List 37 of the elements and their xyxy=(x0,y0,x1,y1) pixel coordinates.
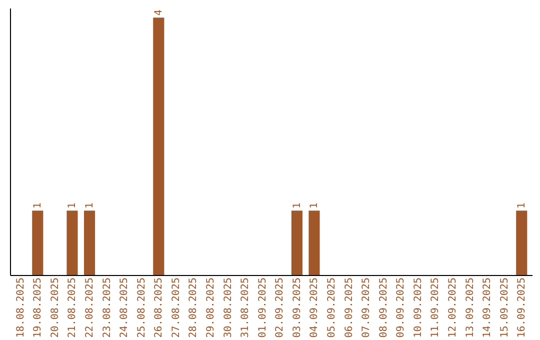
data-label: 1 xyxy=(292,202,303,209)
x-tick-label: 27.08.2025 xyxy=(170,278,182,338)
x-tick-label: 04.09.2025 xyxy=(309,278,320,338)
x-tick-label: 30.08.2025 xyxy=(222,278,234,338)
x-tick-label: 18.08.2025 xyxy=(15,278,26,338)
data-label: 1 xyxy=(84,202,96,209)
x-tick-label: 12.09.2025 xyxy=(447,278,458,338)
x-tick-label: 10.09.2025 xyxy=(412,278,424,338)
x-tick-label: 20.08.2025 xyxy=(50,278,61,338)
data-label: 1 xyxy=(32,202,44,209)
x-tick-label: 16.09.2025 xyxy=(516,278,528,338)
x-tick-label: 19.08.2025 xyxy=(32,278,44,338)
x-tick-label: 03.09.2025 xyxy=(292,278,303,338)
x-tick-label: 26.08.2025 xyxy=(154,278,165,338)
x-tick-label: 08.09.2025 xyxy=(378,278,390,338)
x-tick-label: 01.09.2025 xyxy=(257,278,268,338)
x-tick-label: 07.09.2025 xyxy=(361,278,372,338)
x-tick-label: 13.09.2025 xyxy=(464,278,476,338)
data-label: 4 xyxy=(154,10,165,16)
x-tick-label: 06.09.2025 xyxy=(344,278,355,338)
x-tick-label: 22.08.2025 xyxy=(84,278,96,338)
x-tick-label: 05.09.2025 xyxy=(326,278,338,338)
x-tick-label: 15.09.2025 xyxy=(499,278,510,338)
x-tick-label: 02.09.2025 xyxy=(274,278,286,338)
x-tick-label: 24.08.2025 xyxy=(119,278,130,338)
x-tick-label: 28.08.2025 xyxy=(188,278,200,338)
data-label: 1 xyxy=(309,202,320,209)
x-tick-label: 23.08.2025 xyxy=(102,278,113,338)
x-tick-label: 14.09.2025 xyxy=(482,278,494,338)
x-tick-label: 21.08.2025 xyxy=(67,278,78,338)
x-tick-label: 29.08.2025 xyxy=(206,278,217,338)
data-label: 1 xyxy=(67,202,78,209)
x-tick-label: 11.09.2025 xyxy=(430,278,442,338)
x-tick-label: 25.08.2025 xyxy=(136,278,148,338)
data-label: 1 xyxy=(516,202,528,209)
x-tick-label: 31.08.2025 xyxy=(240,278,252,338)
x-tick-label: 09.09.2025 xyxy=(396,278,407,338)
